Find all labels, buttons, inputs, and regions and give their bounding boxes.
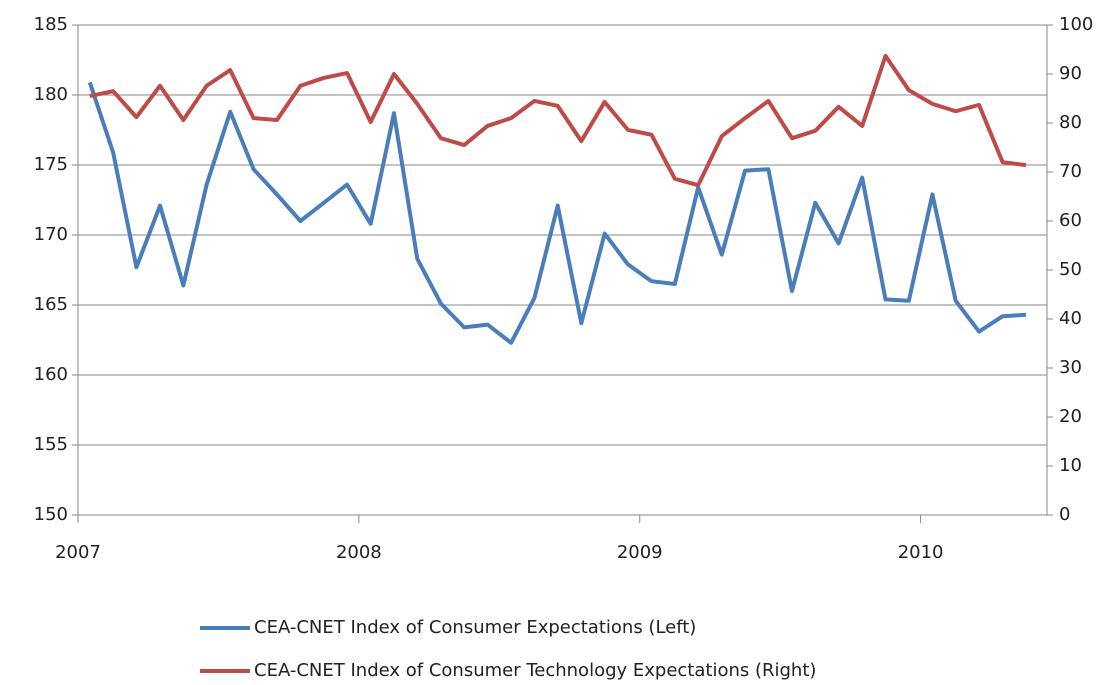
y2-tick-label: 40 [1059,308,1082,329]
y2-tick-label: 70 [1059,161,1082,182]
y2-tick-label: 10 [1059,455,1082,476]
legend-label: CEA-CNET Index of Consumer Expectations … [254,617,696,638]
y-tick-label: 155 [34,434,68,455]
y2-tick-label: 30 [1059,357,1082,378]
y-tick-label: 180 [34,84,68,105]
series-line [87,81,1027,345]
y-tick-label: 170 [34,224,68,245]
legend-label: CEA-CNET Index of Consumer Technology Ex… [254,660,816,681]
y-tick-label: 150 [34,504,68,525]
y2-tick-label: 20 [1059,406,1082,427]
y-tick-label: 175 [34,154,68,175]
y2-tick-label: 0 [1059,504,1070,525]
y2-tick-label: 80 [1059,112,1082,133]
y-tick-label: 185 [34,14,68,35]
y2-tick-label: 100 [1059,14,1093,35]
y2-tick-label: 50 [1059,259,1082,280]
y-tick-label: 165 [34,294,68,315]
series-line [89,53,1027,188]
x-tick-label: 2010 [898,542,944,563]
y2-tick-label: 60 [1059,210,1082,231]
x-tick-label: 2007 [55,542,101,563]
x-tick-label: 2008 [336,542,382,563]
y-tick-label: 160 [34,364,68,385]
x-tick-label: 2009 [617,542,663,563]
y2-tick-label: 90 [1059,63,1082,84]
